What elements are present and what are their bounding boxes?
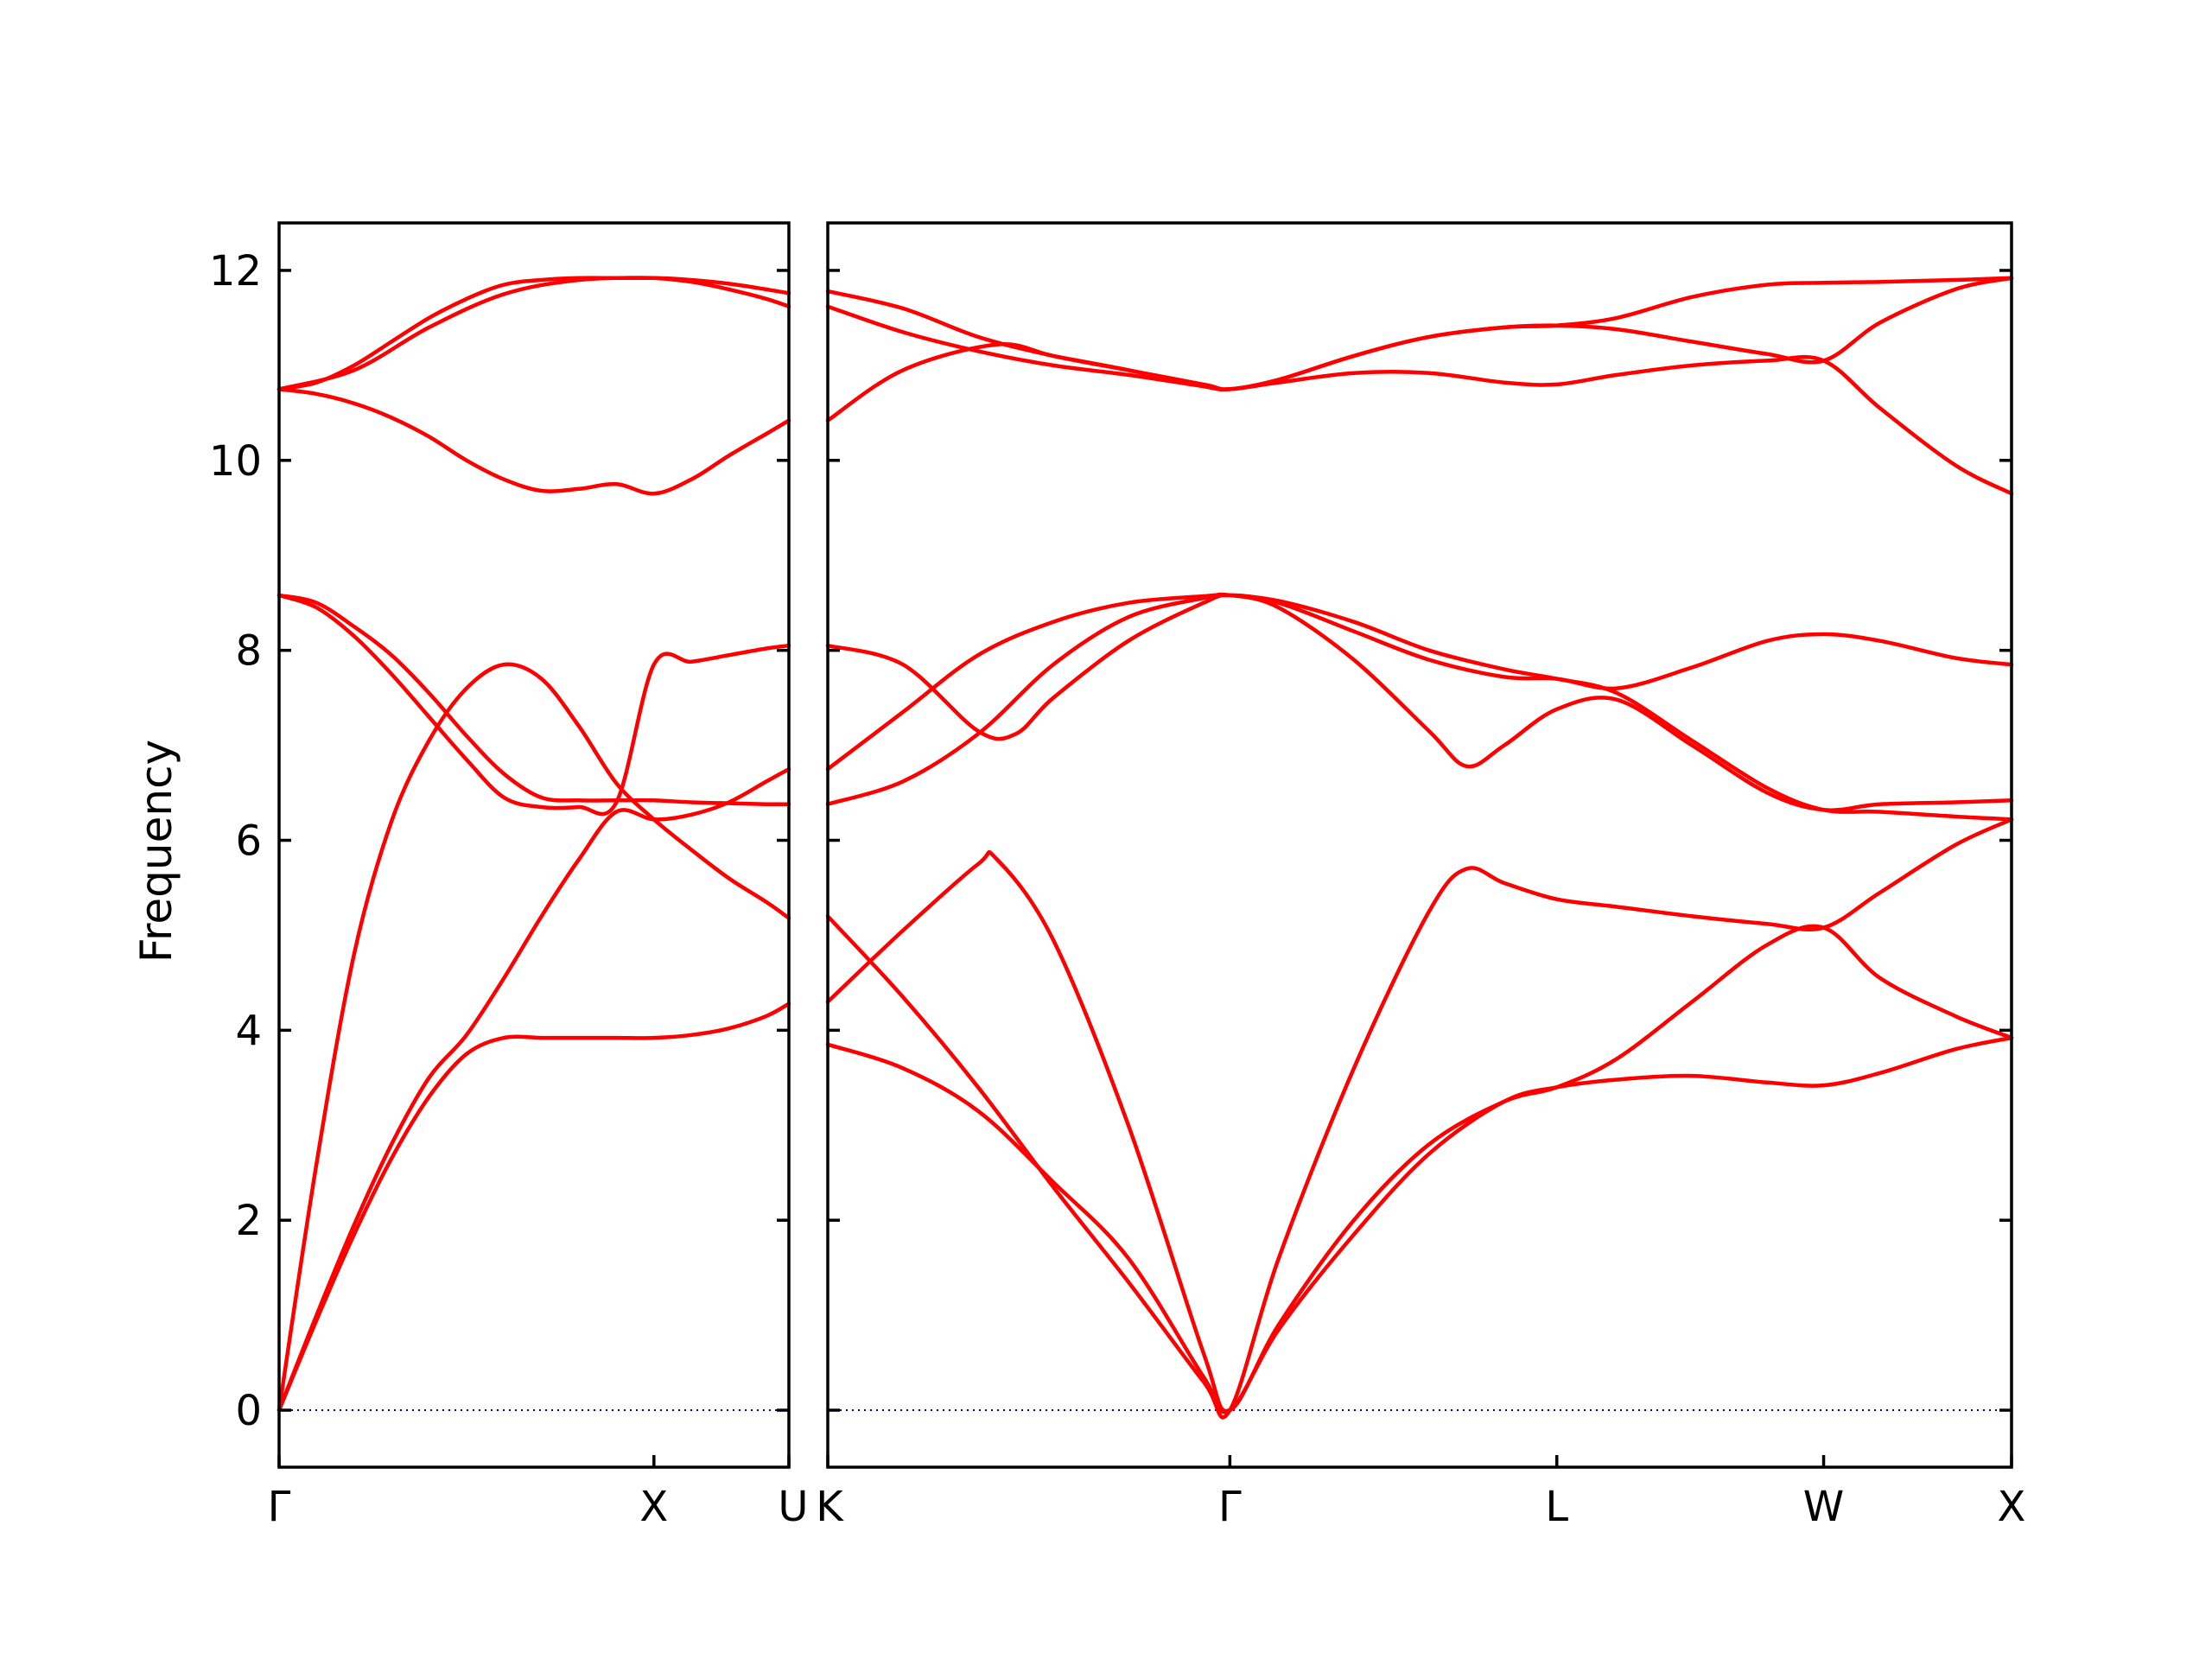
y-tick-label: 0 (235, 1387, 262, 1435)
panel-1: 0 2 4 6 8 10 12 Γ X U (209, 221, 809, 1531)
band-branch-6 (276, 276, 791, 391)
y-axis-label: Frequency (131, 740, 181, 963)
band-branch-8 (276, 276, 791, 391)
y-tick-label: 6 (235, 817, 262, 866)
x-tick-label: X (639, 1483, 668, 1531)
x-tick-label: W (1803, 1483, 1844, 1531)
axes-frame (826, 221, 2013, 1469)
band-branch-7 (276, 1001, 791, 1413)
band-branch-4 (276, 593, 791, 807)
y-tick-label: 2 (235, 1197, 262, 1245)
band-branch-5 (276, 387, 791, 496)
band-branch-6 (825, 593, 2014, 741)
band-branch-2 (825, 817, 2014, 1420)
band-branch-2 (276, 662, 791, 1413)
band-branch-1 (825, 1035, 2014, 1414)
x-tick-label: K (816, 1483, 844, 1531)
band-branch-3 (276, 593, 791, 817)
plot-layer: 0 2 4 6 8 10 12 Γ X U K Γ L W X (209, 221, 2026, 1531)
x-tick-label: Γ (1218, 1483, 1242, 1531)
axes-frame (277, 221, 791, 1469)
y-tick-label: 4 (235, 1007, 262, 1055)
x-tick-label: U (778, 1483, 808, 1531)
x-tick-label: Γ (268, 1483, 291, 1531)
band-branch-9 (825, 276, 2014, 391)
y-tick-label: 12 (209, 247, 262, 296)
y-tick-label: 8 (235, 627, 262, 676)
band-branch-1 (276, 766, 791, 1413)
band-branch-3 (825, 849, 2014, 1414)
x-tick-label: L (1545, 1483, 1568, 1531)
y-tick-label: 10 (209, 437, 262, 486)
band-branch-5 (825, 593, 2014, 822)
x-tick-label: X (1998, 1483, 2026, 1531)
